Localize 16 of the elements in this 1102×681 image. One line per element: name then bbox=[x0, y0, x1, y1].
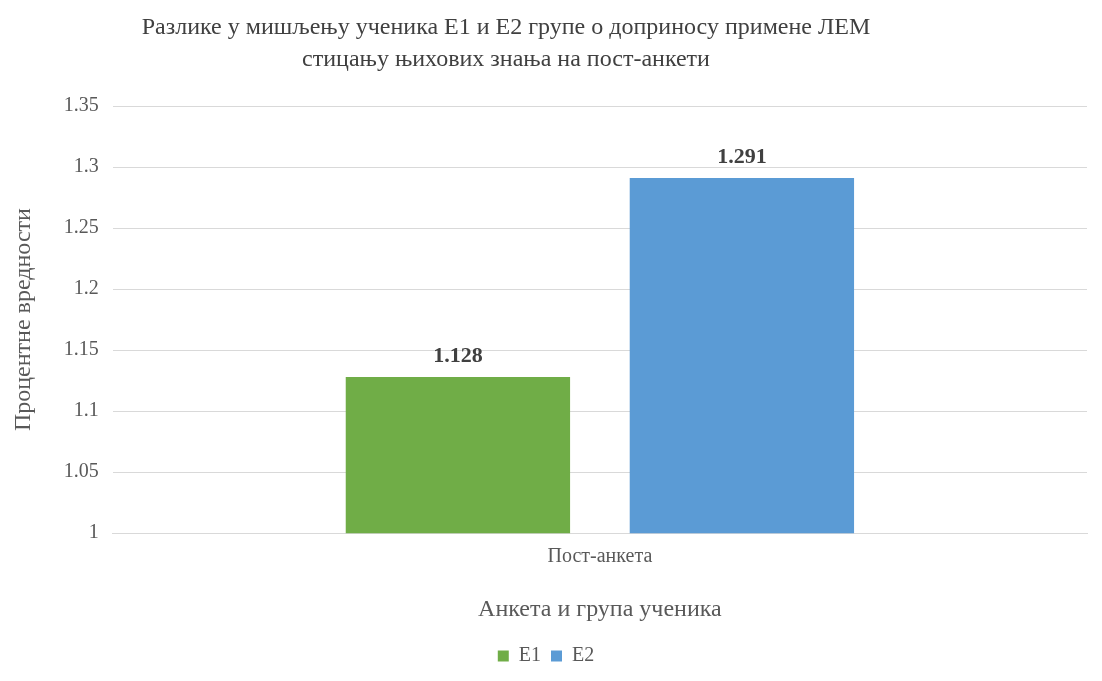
y-tick-label: 1.35 bbox=[63, 93, 99, 116]
chart-title: Разлике у мишљењу ученика Е1 и Е2 групе о доприносу примене ЛЕМ стицању њихових знања на пост-анкети bbox=[140, 12, 872, 73]
y-tick-label: 1.05 bbox=[63, 459, 99, 482]
y-tick-label: 1.1 bbox=[73, 398, 99, 421]
y-tick-label: 1.25 bbox=[63, 215, 99, 238]
y-tick-label: 1 bbox=[88, 520, 99, 543]
legend-label: Е2 bbox=[572, 643, 595, 666]
y-tick-label: 1.3 bbox=[73, 154, 99, 177]
data-label: 1.291 bbox=[717, 142, 767, 168]
y-axis-title: Процентне вредности bbox=[8, 207, 35, 432]
y-tick-label: 1.2 bbox=[73, 276, 99, 299]
x-axis-title: Анкета и група ученика bbox=[478, 594, 723, 621]
x-tick-label: Пост-анкета bbox=[547, 544, 653, 567]
y-tick-label: 1.15 bbox=[63, 337, 99, 360]
data-label: 1.128 bbox=[433, 341, 483, 367]
legend-label: Е1 bbox=[518, 643, 541, 666]
